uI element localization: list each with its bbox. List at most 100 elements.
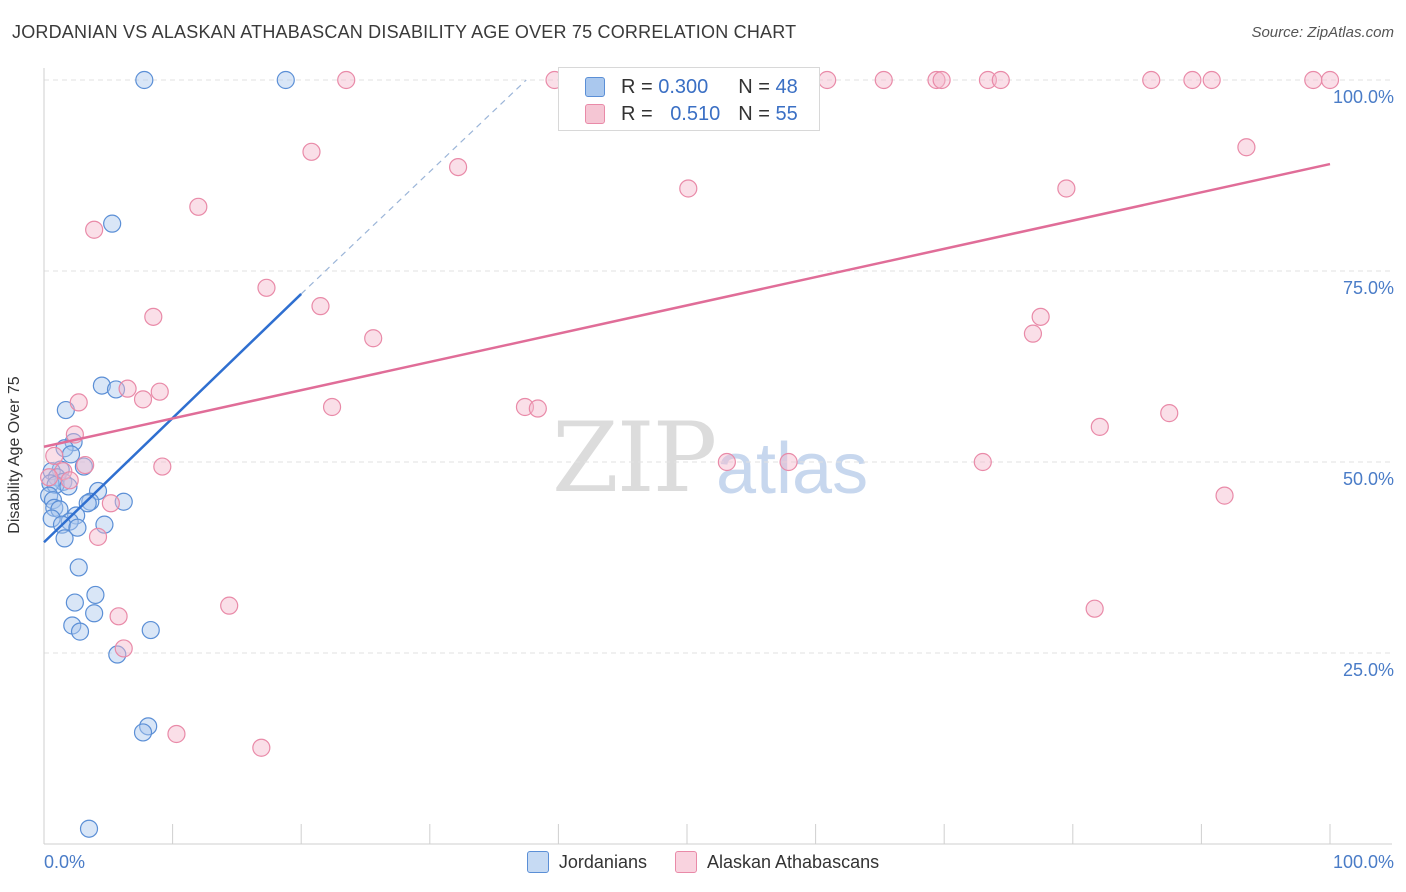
alaskan-point	[133, 390, 153, 409]
alaskan-point	[779, 452, 798, 472]
legend-item-jordanians: Jordanians	[526, 851, 647, 873]
jordanian-point	[276, 70, 295, 90]
alaskan-point	[88, 527, 108, 546]
y-tick-100: 100.0%	[1332, 87, 1394, 107]
jordanian-point	[133, 723, 153, 742]
alaskan-point	[302, 142, 321, 161]
r-label: R =	[621, 75, 653, 98]
alaskan-point	[932, 70, 951, 90]
jordanian-point	[78, 494, 97, 513]
alaskan-point	[144, 307, 163, 326]
alaskan-point	[1160, 404, 1179, 423]
watermark-atlas: atlas	[716, 429, 869, 509]
jordanian-point	[85, 604, 104, 623]
alaskan-point	[528, 399, 547, 418]
r-value: 0.510	[670, 102, 721, 125]
jordanian-point	[103, 214, 122, 233]
alaskan-point	[1023, 324, 1043, 343]
stats-row-jordanians: R = 0.300 N = 48	[559, 74, 798, 100]
alaskan-point	[1304, 70, 1323, 90]
alaskan-point	[679, 179, 698, 198]
legend-label: Jordanians	[558, 851, 647, 872]
jordanian-point	[69, 558, 88, 577]
alaskan-point	[69, 393, 88, 412]
jordanian-point	[42, 509, 61, 528]
r-label: R =	[621, 102, 653, 125]
r-value: 0.300	[658, 75, 709, 98]
x-tick-100: 100.0%	[1332, 852, 1394, 872]
pink-square-icon	[674, 851, 697, 873]
alaskan-point	[1237, 138, 1256, 157]
y-tick-25: 25.0%	[1342, 660, 1394, 680]
alaskan-point	[1085, 599, 1104, 618]
alaskan-point	[973, 452, 992, 472]
n-label: N =	[738, 102, 770, 125]
alaskan-point	[337, 70, 356, 90]
jordanian-point	[55, 529, 74, 548]
alaskan-point	[40, 468, 59, 487]
y-tick-50: 50.0%	[1342, 469, 1394, 489]
jordanian-point	[86, 585, 105, 605]
alaskan-point	[322, 397, 342, 417]
jordanian-point	[92, 376, 111, 395]
jordanian-point	[135, 70, 154, 90]
alaskan-point	[1057, 179, 1076, 198]
jordanian-trend-extension	[300, 79, 527, 295]
alaskan-point	[257, 278, 276, 297]
alaskan-point	[1090, 417, 1109, 436]
jordanian-point	[61, 445, 81, 464]
alaskan-point	[717, 452, 736, 472]
alaskan-point	[153, 457, 172, 476]
alaskan-point	[85, 220, 104, 239]
jordanian-point	[43, 491, 63, 510]
n-value: 48	[775, 75, 798, 98]
alaskan-point	[1031, 307, 1050, 326]
alaskan-point	[1183, 70, 1202, 90]
alaskan-point	[448, 157, 468, 177]
jordanian-point	[68, 518, 87, 537]
stats-row-alaskan: R = 0.510 N = 55	[559, 101, 798, 127]
alaskan-point	[1202, 70, 1221, 90]
series-legend: Jordanians Alaskan Athabascans	[0, 851, 1406, 873]
alaskan-point	[101, 494, 120, 513]
alaskan-trend-line	[43, 162, 1331, 448]
stats-legend: R = 0.300 N = 48 R = 0.510 N = 55	[558, 67, 820, 131]
alaskan-point	[167, 724, 186, 744]
jordanian-point	[50, 500, 69, 519]
jordanian-point	[65, 593, 84, 612]
pink-swatch-icon	[585, 104, 605, 124]
alaskan-point	[364, 329, 383, 348]
legend-label: Alaskan Athabascans	[706, 851, 880, 872]
alaskan-point	[311, 297, 330, 316]
alaskan-point	[1320, 70, 1340, 90]
blue-square-icon	[526, 851, 549, 873]
alaskan-point	[45, 446, 64, 465]
blue-swatch-icon	[585, 77, 605, 97]
alaskan-point	[874, 70, 893, 90]
source-label: Source: ZipAtlas.com	[1251, 24, 1394, 41]
alaskan-point	[150, 382, 169, 401]
alaskan-point	[1215, 486, 1234, 505]
x-tick-0: 0.0%	[44, 852, 86, 872]
alaskan-point	[927, 70, 946, 90]
alaskan-point	[991, 70, 1010, 90]
jordanian-point	[141, 620, 160, 640]
alaskan-point	[1142, 70, 1161, 90]
alaskan-point	[76, 455, 95, 475]
alaskan-point	[118, 379, 137, 398]
alaskan-point	[114, 639, 133, 658]
alaskan-point	[978, 70, 998, 90]
watermark-zip: ZIP	[552, 402, 717, 514]
n-label: N =	[738, 75, 770, 98]
n-value: 55	[775, 102, 798, 125]
y-tick-75: 75.0%	[1342, 278, 1394, 298]
chart-title: JORDANIAN VS ALASKAN ATHABASCAN DISABILI…	[12, 22, 797, 42]
alaskan-point	[220, 596, 239, 615]
alaskan-point	[818, 70, 837, 90]
alaskan-point	[60, 471, 79, 490]
y-axis-label: Disability Age Over 75	[6, 376, 23, 534]
jordanian-point	[79, 819, 99, 838]
legend-item-alaskan-athabascans: Alaskan Athabascans	[674, 851, 880, 873]
alaskan-point	[109, 607, 128, 626]
